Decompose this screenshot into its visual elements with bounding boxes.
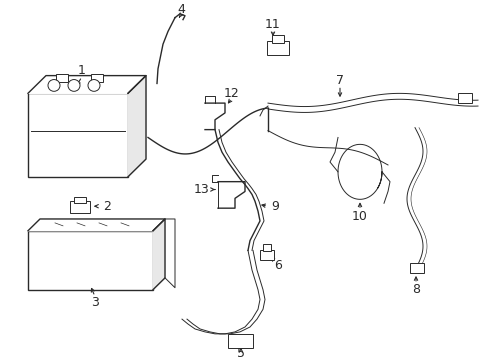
Bar bbox=[263, 243, 270, 251]
Polygon shape bbox=[153, 219, 164, 290]
Text: 10: 10 bbox=[351, 210, 367, 222]
Bar bbox=[56, 74, 68, 81]
Text: 8: 8 bbox=[411, 283, 419, 296]
Text: 1: 1 bbox=[78, 64, 86, 77]
Circle shape bbox=[48, 80, 60, 91]
Bar bbox=[266, 41, 288, 55]
Text: 11: 11 bbox=[264, 18, 280, 31]
Bar bbox=[260, 251, 273, 260]
Polygon shape bbox=[28, 219, 164, 231]
Bar bbox=[457, 93, 471, 103]
Text: 13: 13 bbox=[194, 183, 209, 196]
Bar bbox=[28, 93, 128, 177]
Circle shape bbox=[68, 80, 80, 91]
Text: 4: 4 bbox=[177, 3, 184, 16]
Text: 9: 9 bbox=[270, 200, 278, 213]
Text: 3: 3 bbox=[91, 296, 99, 309]
Text: 2: 2 bbox=[103, 200, 111, 213]
Polygon shape bbox=[28, 76, 146, 93]
Bar bbox=[91, 74, 103, 81]
Bar bbox=[227, 334, 252, 348]
Bar bbox=[74, 197, 86, 203]
Text: 12: 12 bbox=[224, 87, 240, 100]
Text: 6: 6 bbox=[273, 258, 282, 272]
Bar bbox=[70, 201, 90, 213]
Bar bbox=[271, 35, 284, 43]
Bar bbox=[28, 231, 153, 290]
Bar bbox=[409, 263, 423, 273]
Text: 5: 5 bbox=[237, 347, 244, 360]
Circle shape bbox=[88, 80, 100, 91]
Polygon shape bbox=[128, 76, 146, 177]
Text: 7: 7 bbox=[335, 74, 343, 87]
